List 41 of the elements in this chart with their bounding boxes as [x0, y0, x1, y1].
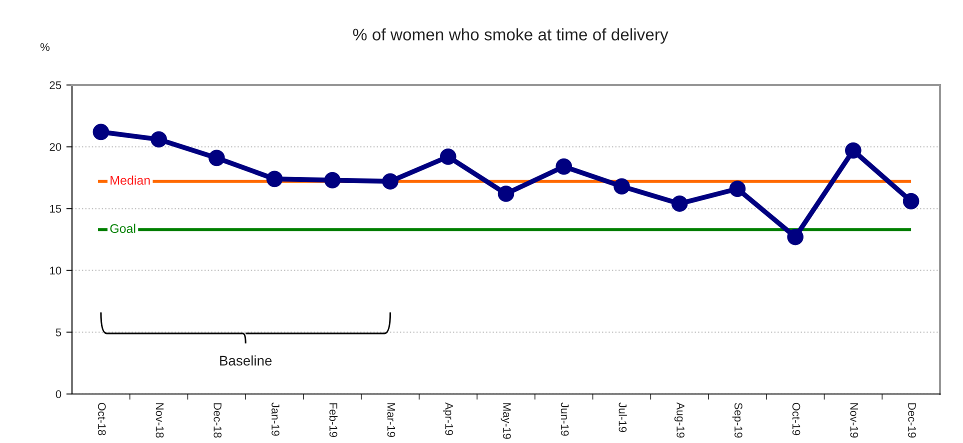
x-tick-label: Jan-19: [272, 402, 280, 436]
x-tick-label: Jun-19: [560, 402, 569, 436]
x-tick-label: Mar-19: [387, 403, 396, 437]
x-tick-label: Dec-18: [214, 403, 222, 438]
point: [208, 150, 225, 166]
y-tick-label: 10: [50, 266, 62, 275]
point: [440, 148, 456, 165]
point: [614, 178, 630, 195]
x-tick-label: Nov-19: [850, 403, 858, 438]
x-tick-label: Apr-19: [442, 402, 454, 436]
y-tick-label: 15: [50, 204, 62, 213]
chart-title: % of women who smoke at time of delivery: [353, 28, 668, 44]
x-tick-label: Nov-18: [156, 403, 164, 438]
x-tick-label: May-19: [500, 403, 511, 439]
point: [671, 195, 688, 212]
point: [902, 193, 920, 210]
point: [498, 186, 514, 202]
y-tick-label: 0: [56, 390, 62, 398]
point: [845, 142, 862, 159]
y-tick-label: 25: [50, 81, 62, 90]
x-tick-label: Feb-19: [329, 403, 338, 438]
y-axis-title: %: [40, 43, 50, 51]
x-tick-label: Dec-19: [908, 403, 916, 438]
point: [92, 124, 110, 140]
point: [787, 228, 804, 246]
annotation: Baseline: [220, 355, 272, 366]
point: [150, 131, 167, 148]
ref-line-label: Goal: [110, 224, 136, 233]
x-tick-label: Sep-19: [732, 402, 742, 438]
ref-line-label: Median: [110, 176, 150, 185]
y-tick-label: 20: [50, 143, 62, 151]
point: [266, 170, 283, 188]
point: [729, 180, 746, 197]
x-tick-label: Oct-19: [792, 402, 800, 436]
x-tick-label: Jul-19: [618, 402, 627, 432]
point: [556, 158, 572, 175]
point: [324, 172, 341, 188]
x-tick-label: Oct-18: [98, 402, 106, 436]
y-tick-label: 5: [56, 328, 62, 336]
point: [382, 173, 398, 190]
x-tick-label: Aug-19: [674, 402, 684, 438]
